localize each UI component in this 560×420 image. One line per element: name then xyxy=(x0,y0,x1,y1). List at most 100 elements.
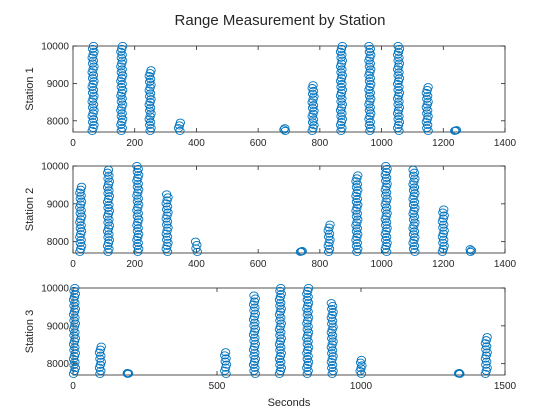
data-point xyxy=(146,66,156,75)
data-point xyxy=(324,223,334,232)
data-point xyxy=(392,50,403,59)
data-point xyxy=(87,103,98,112)
data-point xyxy=(326,313,336,322)
data-point xyxy=(275,316,285,325)
data-burst xyxy=(132,161,144,256)
data-point xyxy=(116,106,126,115)
x-tick-label: 600 xyxy=(250,259,267,270)
data-point xyxy=(249,351,259,360)
x-tick-label: 1500 xyxy=(494,381,517,392)
data-point xyxy=(392,109,403,118)
data-point xyxy=(76,182,87,191)
data-point xyxy=(95,369,105,378)
data-point xyxy=(102,227,113,236)
data-point xyxy=(192,241,202,250)
data-point xyxy=(351,241,362,251)
data-point xyxy=(381,167,391,176)
data-point xyxy=(327,319,337,328)
data-point xyxy=(381,191,391,200)
x-tick-label: 200 xyxy=(126,259,143,270)
data-point xyxy=(381,227,391,236)
data-point xyxy=(76,230,86,239)
data-point xyxy=(133,188,143,197)
data-point xyxy=(302,349,312,358)
data-series xyxy=(75,161,477,256)
x-tick-label: 800 xyxy=(312,138,329,149)
data-point xyxy=(190,237,201,246)
data-point xyxy=(465,245,475,254)
data-point xyxy=(220,366,230,375)
x-tick-label: 0 xyxy=(70,259,76,270)
data-point xyxy=(87,53,97,62)
data-point xyxy=(408,239,418,248)
data-point xyxy=(103,174,113,183)
data-point xyxy=(481,366,491,375)
data-point xyxy=(380,200,390,209)
data-point xyxy=(364,62,375,71)
data-point xyxy=(88,41,99,51)
data-burst xyxy=(450,126,462,135)
data-point xyxy=(381,161,391,171)
data-point xyxy=(480,369,491,378)
data-point xyxy=(326,299,336,308)
data-point xyxy=(327,310,337,319)
data-point xyxy=(327,363,337,373)
data-point xyxy=(408,224,418,233)
data-burst xyxy=(392,41,405,135)
y-tick-label: 10000 xyxy=(41,284,69,295)
y-tick-label: 8000 xyxy=(47,359,70,370)
data-point xyxy=(303,286,313,296)
data-point xyxy=(161,229,171,238)
y-axis-label: Station 1 xyxy=(24,67,36,110)
x-tick-label: 1400 xyxy=(494,138,517,149)
data-point xyxy=(133,247,143,256)
data-point xyxy=(75,203,85,212)
data-point xyxy=(88,94,98,103)
data-burst xyxy=(364,41,376,135)
data-point xyxy=(102,183,113,192)
data-point xyxy=(421,88,431,98)
subplot-3: 0 500 1000 1500 8000 9000 10000 Station 3 Second… xyxy=(24,284,517,410)
data-point xyxy=(421,118,431,127)
data-point xyxy=(275,346,285,355)
data-point xyxy=(117,88,127,97)
data-point xyxy=(327,334,337,343)
data-series xyxy=(68,283,492,378)
data-point xyxy=(162,235,172,244)
subplot-2: 0 200 400 600 800 1000 1200 1400 8000 9000 10000 St… xyxy=(24,162,517,271)
data-burst xyxy=(421,83,433,135)
data-point xyxy=(133,173,143,182)
data-point xyxy=(132,167,143,176)
data-point xyxy=(327,340,337,349)
data-burst xyxy=(102,165,115,256)
data-point xyxy=(103,239,114,248)
data-point xyxy=(95,354,105,363)
data-point xyxy=(162,226,172,235)
data-point xyxy=(422,123,432,133)
data-point xyxy=(335,47,346,56)
data-point xyxy=(392,94,403,103)
data-point xyxy=(364,47,375,56)
data-point xyxy=(481,360,491,369)
data-point xyxy=(392,65,403,74)
data-point xyxy=(408,200,419,210)
data-point xyxy=(68,340,79,349)
data-point xyxy=(393,120,404,130)
data-point xyxy=(88,79,98,89)
data-point xyxy=(87,74,98,83)
data-point xyxy=(117,44,127,53)
data-point xyxy=(408,165,418,174)
data-point xyxy=(249,342,260,351)
data-point xyxy=(302,289,312,298)
data-point xyxy=(162,205,172,214)
data-point xyxy=(364,77,375,86)
data-point xyxy=(422,100,432,109)
x-tick-label: 1000 xyxy=(370,259,393,270)
data-point xyxy=(117,74,127,83)
data-point xyxy=(69,316,79,325)
data-point xyxy=(95,360,106,369)
data-point xyxy=(323,226,333,235)
data-point xyxy=(249,321,259,330)
data-point xyxy=(438,229,448,238)
data-point xyxy=(249,291,259,300)
